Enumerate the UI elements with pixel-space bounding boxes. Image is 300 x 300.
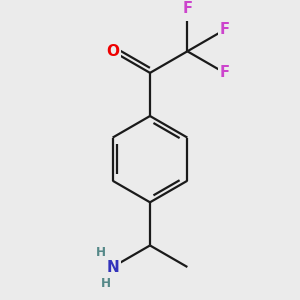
Text: F: F (220, 65, 230, 80)
Text: F: F (182, 1, 192, 16)
Text: O: O (106, 44, 119, 59)
Text: F: F (220, 22, 230, 37)
Text: N: N (106, 260, 119, 274)
Text: H: H (96, 246, 106, 259)
Text: H: H (100, 277, 110, 290)
